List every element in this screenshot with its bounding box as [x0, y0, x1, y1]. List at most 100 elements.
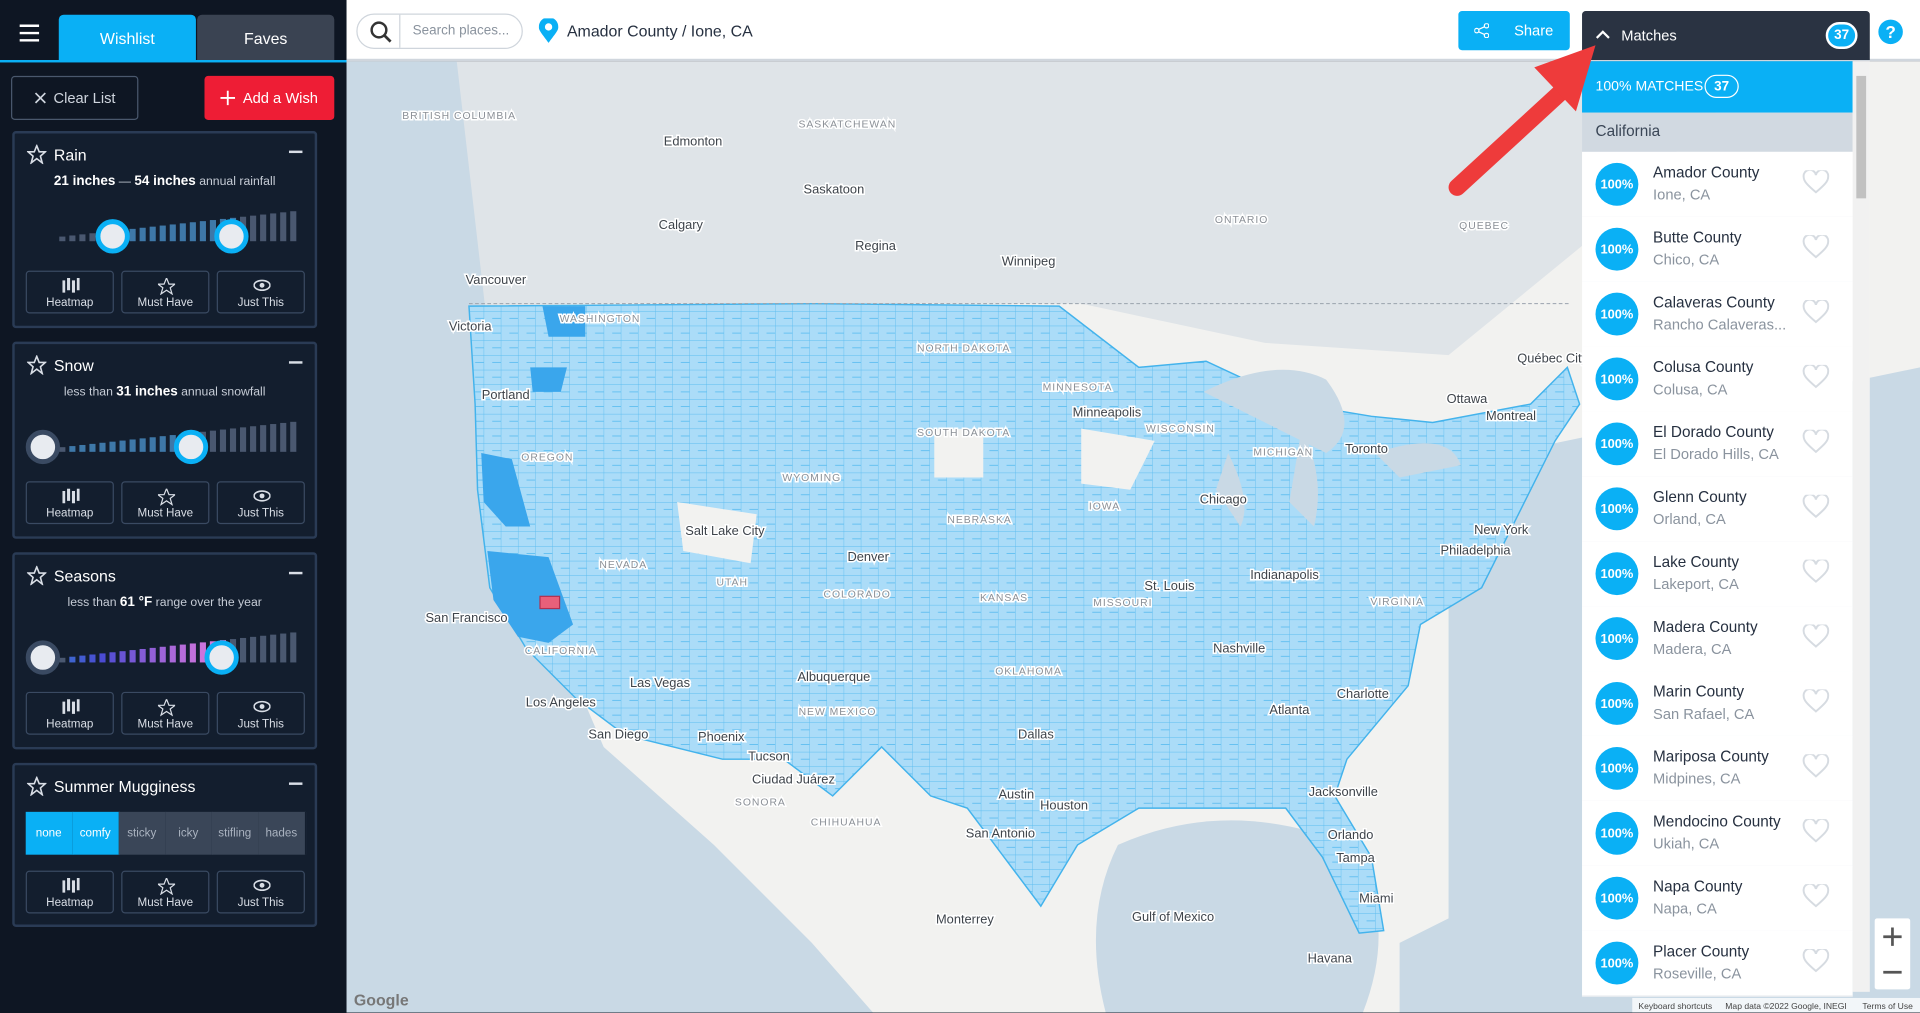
fave-heart[interactable] — [1802, 754, 1830, 778]
star-icon[interactable] — [26, 776, 47, 796]
action-icon — [253, 279, 271, 291]
action-button[interactable]: Just This — [216, 270, 305, 314]
match-item[interactable]: 100% El Dorado County El Dorado Hills, CA — [1582, 411, 1853, 478]
help-button[interactable]: ? — [1878, 19, 1903, 45]
matches-header[interactable]: Matches 37 — [1582, 11, 1870, 61]
attribution: Terms of Use — [1862, 1001, 1913, 1011]
mugginess-option[interactable]: sticky — [118, 811, 166, 855]
slider[interactable] — [15, 204, 315, 265]
fave-heart[interactable] — [1802, 300, 1830, 324]
slider-bar — [79, 655, 86, 663]
fave-heart[interactable] — [1802, 689, 1830, 713]
slider[interactable] — [15, 415, 315, 476]
slider-bar — [79, 234, 86, 242]
action-button[interactable]: Just This — [216, 870, 305, 914]
fave-heart[interactable] — [1802, 364, 1830, 389]
place-name: Ukiah, CA — [1653, 835, 1720, 853]
county-name: Colusa County — [1653, 358, 1754, 376]
county-name: Glenn County — [1653, 488, 1747, 506]
action-button[interactable]: Heatmap — [25, 691, 114, 735]
slider-bar — [89, 233, 96, 242]
action-button[interactable]: Must Have — [121, 270, 210, 314]
county-name: Lake County — [1653, 553, 1740, 571]
match-item[interactable]: 100% Marin County San Rafael, CA — [1582, 671, 1853, 738]
mugginess-option[interactable]: icky — [165, 811, 213, 855]
match-item[interactable]: 100% Napa County Napa, CA — [1582, 865, 1853, 932]
slider-bar — [229, 428, 237, 452]
star-icon[interactable] — [26, 144, 47, 165]
slider-bar — [189, 643, 196, 663]
add-wish-button[interactable]: Add a Wish — [204, 75, 335, 121]
clear-list-button[interactable]: Clear List — [11, 75, 139, 121]
slider-knob[interactable] — [204, 640, 239, 675]
match-item[interactable]: 100% Lake County Lakeport, CA — [1582, 541, 1853, 608]
match-item[interactable]: 100% Mendocino County Ukiah, CA — [1582, 800, 1853, 867]
score-badge: 100% — [1595, 292, 1639, 336]
fave-heart[interactable] — [1802, 948, 1830, 973]
score-badge: 100% — [1595, 746, 1639, 790]
county-name: El Dorado County — [1653, 423, 1774, 441]
slider-bar — [69, 235, 76, 242]
match-item[interactable]: 100% Glenn County Orland, CA — [1582, 476, 1853, 543]
star-icon[interactable] — [26, 355, 47, 375]
share-button[interactable]: Share — [1458, 11, 1570, 51]
fave-heart[interactable] — [1802, 559, 1830, 584]
fave-heart[interactable] — [1802, 624, 1830, 648]
collapse-button[interactable] — [288, 150, 303, 154]
tab[interactable]: Faves — [197, 14, 335, 62]
star-icon[interactable] — [26, 565, 47, 586]
slider-knob[interactable] — [25, 640, 61, 675]
collapse-button[interactable] — [288, 361, 303, 364]
action-label: Just This — [237, 717, 284, 732]
fave-heart[interactable] — [1802, 235, 1830, 259]
action-button[interactable]: Just This — [216, 691, 305, 735]
search-box[interactable]: Search places... — [356, 13, 523, 49]
map-label: Salt Lake City — [685, 523, 765, 538]
county-name: Calaveras County — [1653, 293, 1775, 312]
collapse-button[interactable] — [288, 782, 303, 785]
action-button[interactable]: Heatmap — [25, 870, 114, 914]
match-item[interactable]: 100% Colusa County Colusa, CA — [1582, 346, 1853, 413]
fave-heart[interactable] — [1802, 429, 1830, 454]
plus-icon — [220, 90, 236, 106]
slider-knob[interactable] — [214, 219, 249, 254]
zoom-in[interactable] — [1883, 927, 1902, 946]
mugginess-option[interactable]: stifling — [211, 811, 259, 855]
fave-heart[interactable] — [1802, 884, 1830, 908]
action-button[interactable]: Must Have — [121, 691, 210, 735]
slider-knob[interactable] — [95, 219, 130, 254]
menu-icon[interactable] — [19, 24, 40, 42]
match-item[interactable]: 100% Amador County Ione, CA — [1582, 151, 1853, 218]
scroll-thumb[interactable] — [1856, 75, 1867, 199]
mugginess-option[interactable]: none — [25, 811, 73, 855]
slider[interactable] — [15, 626, 315, 687]
mugginess-option[interactable]: hades — [258, 811, 306, 855]
action-button[interactable]: Must Have — [121, 481, 210, 525]
map-label: Toronto — [1345, 441, 1388, 456]
attribution: Map data ©2022 Google, INEGI — [1725, 1001, 1847, 1011]
map-label: San Diego — [588, 726, 648, 741]
slider-bar — [169, 224, 176, 242]
action-button[interactable]: Just This — [216, 481, 305, 525]
match-item[interactable]: 100% Mariposa County Midpines, CA — [1582, 735, 1853, 803]
match-item[interactable]: 100% Calaveras County Rancho Calaveras... — [1582, 281, 1853, 348]
tab[interactable]: Wishlist — [58, 14, 196, 62]
action-button[interactable]: Must Have — [121, 870, 210, 914]
fave-heart[interactable] — [1802, 819, 1830, 843]
fave-heart[interactable] — [1802, 494, 1830, 519]
wish-card: Seasons less than 61 °F range over the ye… — [12, 552, 318, 750]
collapse-button[interactable] — [288, 571, 303, 575]
map-label: Philadelphia — [1441, 543, 1512, 558]
mugginess-option[interactable]: comfy — [72, 811, 120, 855]
close-icon — [34, 92, 46, 104]
action-button[interactable]: Heatmap — [25, 270, 114, 314]
slider-knob[interactable] — [173, 429, 209, 465]
action-button[interactable]: Heatmap — [25, 481, 114, 525]
match-item[interactable]: 100% Placer County Roseville, CA — [1582, 930, 1853, 997]
match-item[interactable]: 100% Butte County Chico, CA — [1582, 216, 1853, 283]
map-label: Québec City — [1517, 350, 1588, 365]
slider-bar — [129, 439, 136, 452]
fave-heart[interactable] — [1802, 170, 1830, 194]
match-item[interactable]: 100% Madera County Madera, CA — [1582, 606, 1853, 673]
slider-knob[interactable] — [25, 429, 61, 465]
